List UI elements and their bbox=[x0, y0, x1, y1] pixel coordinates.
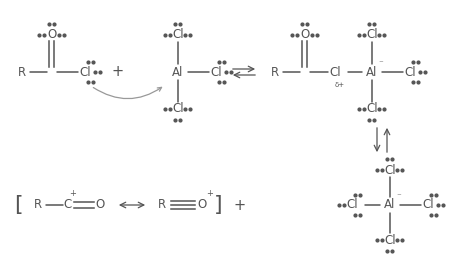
Text: O: O bbox=[197, 198, 207, 212]
Text: Cl: Cl bbox=[422, 198, 434, 212]
Text: ⁻: ⁻ bbox=[397, 192, 401, 201]
Text: [: [ bbox=[14, 195, 22, 215]
FancyArrowPatch shape bbox=[93, 87, 162, 99]
Text: O: O bbox=[95, 198, 105, 212]
Text: ⁻: ⁻ bbox=[379, 60, 383, 69]
Text: C: C bbox=[64, 198, 72, 212]
Text: +: + bbox=[112, 64, 124, 79]
Text: +: + bbox=[234, 197, 246, 212]
Text: ]: ] bbox=[214, 195, 222, 215]
Text: Al: Al bbox=[384, 198, 396, 212]
Text: Cl: Cl bbox=[329, 66, 341, 79]
Text: Cl: Cl bbox=[172, 28, 184, 41]
Text: R: R bbox=[34, 198, 42, 212]
Text: Al: Al bbox=[366, 66, 378, 79]
Text: R: R bbox=[18, 66, 26, 79]
Text: Cl: Cl bbox=[366, 28, 378, 41]
Text: Cl: Cl bbox=[384, 233, 396, 247]
Text: Cl: Cl bbox=[404, 66, 416, 79]
Text: Cl: Cl bbox=[79, 66, 91, 79]
Text: Cl: Cl bbox=[210, 66, 222, 79]
Text: R: R bbox=[271, 66, 279, 79]
Text: O: O bbox=[301, 28, 310, 41]
Text: Cl: Cl bbox=[366, 102, 378, 115]
Text: R: R bbox=[158, 198, 166, 212]
Text: +: + bbox=[207, 188, 213, 197]
Text: Cl: Cl bbox=[384, 164, 396, 177]
Text: Cl: Cl bbox=[346, 198, 358, 212]
Text: O: O bbox=[47, 28, 56, 41]
Text: Cl: Cl bbox=[172, 102, 184, 115]
Text: +: + bbox=[70, 188, 76, 197]
Text: Al: Al bbox=[173, 66, 184, 79]
Text: δ+: δ+ bbox=[335, 82, 345, 88]
